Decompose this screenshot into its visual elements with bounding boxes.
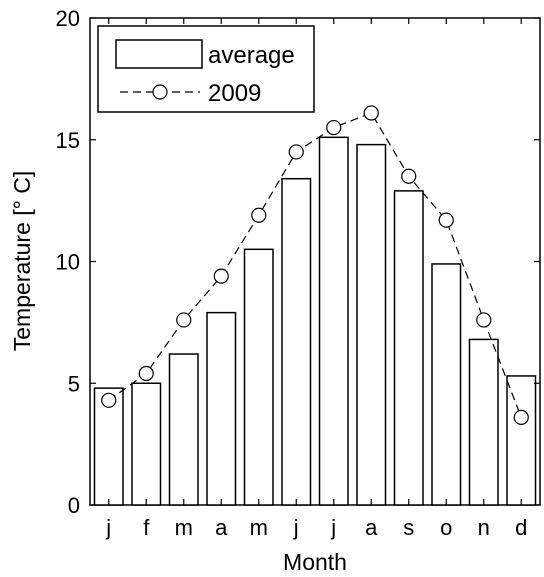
bar-11 xyxy=(506,375,537,506)
y-axis-label: Temperature [° C] xyxy=(9,171,35,352)
point-3 xyxy=(213,268,229,284)
bar-3 xyxy=(206,311,237,506)
y-tick-label-2: 10 xyxy=(56,250,80,275)
point-4 xyxy=(251,207,267,223)
x-tick-label-5: j xyxy=(293,515,299,540)
legend-label-2009: 2009 xyxy=(208,80,261,107)
y-tick-label-4: 20 xyxy=(56,6,80,31)
x-tick-label-0: j xyxy=(105,515,111,540)
point-1 xyxy=(138,365,154,382)
bar-4 xyxy=(243,248,274,506)
point-9 xyxy=(438,212,454,228)
bar-2 xyxy=(168,353,199,506)
x-tick-label-8: s xyxy=(403,515,414,540)
bars-layer xyxy=(93,136,537,506)
bar-8 xyxy=(393,190,424,506)
x-tick-label-3: a xyxy=(215,515,228,540)
point-0 xyxy=(101,392,117,408)
x-tick-label-7: a xyxy=(365,515,378,540)
y-tick-label-3: 15 xyxy=(56,128,80,153)
point-2 xyxy=(176,312,192,328)
legend-marker-swatch xyxy=(152,84,168,100)
ticks-layer xyxy=(90,17,540,506)
series-2009-line xyxy=(108,112,522,418)
legend-label-average: average xyxy=(208,42,295,69)
legend: average 2009 xyxy=(97,25,315,113)
x-tick-label-1: f xyxy=(143,515,150,540)
bar-5 xyxy=(281,177,312,506)
x-tick-label-10: n xyxy=(478,515,490,540)
point-11 xyxy=(513,409,529,425)
point-5 xyxy=(288,144,304,160)
x-tick-label-4: m xyxy=(250,515,268,540)
x-axis-label: Month xyxy=(283,549,347,575)
legend-bar-swatch xyxy=(115,39,203,69)
legend-box xyxy=(97,25,315,113)
x-tick-label-9: o xyxy=(440,515,452,540)
point-8 xyxy=(401,168,417,184)
bar-9 xyxy=(431,263,462,506)
point-6 xyxy=(326,119,342,136)
x-tick-label-2: m xyxy=(175,515,193,540)
y-tick-label-1: 5 xyxy=(68,371,80,396)
x-tick-label-6: j xyxy=(330,515,336,540)
line-layer xyxy=(101,105,529,425)
point-7 xyxy=(363,105,379,121)
bar-7 xyxy=(356,143,387,506)
bar-6 xyxy=(318,136,349,506)
y-tick-label-0: 0 xyxy=(68,493,80,518)
bar-1 xyxy=(131,382,162,506)
point-10 xyxy=(476,312,492,328)
bar-10 xyxy=(468,338,499,506)
x-tick-label-11: d xyxy=(515,515,527,540)
